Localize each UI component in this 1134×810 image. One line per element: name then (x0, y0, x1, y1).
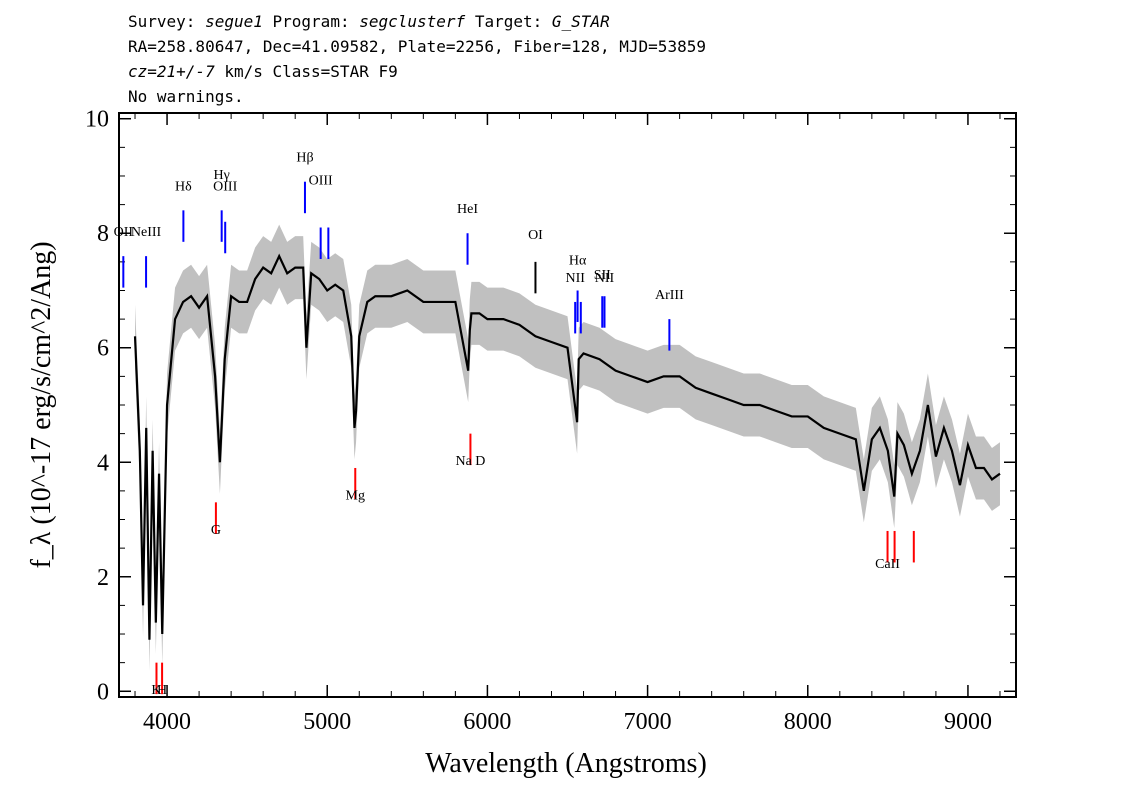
line-marker-label: OIII (309, 174, 333, 189)
target-label: Target: (474, 12, 543, 31)
x-tick-label: 5000 (303, 709, 351, 735)
y-tick-label: 2 (97, 565, 109, 591)
line-marker-label: ArIII (655, 288, 684, 303)
survey-value: segue1 (205, 12, 263, 31)
line-marker-label: Hδ (175, 179, 192, 194)
line-marker-label: G (211, 523, 221, 538)
line-marker-label: Hβ (296, 151, 313, 166)
y-axis-title: f_λ (10^-17 erg/s/cm^2/Ang) (26, 241, 57, 568)
line-marker-label: CaII (875, 557, 900, 572)
header-line-4: No warnings. (128, 87, 244, 106)
line-marker-label: H (157, 683, 167, 698)
plot-area (118, 112, 1017, 698)
y-tick-label: 8 (97, 221, 109, 247)
program-label: Program: (272, 12, 350, 31)
x-tick-label: 6000 (463, 709, 511, 735)
line-marker-label: HeI (457, 202, 478, 217)
line-marker-label: NII (565, 271, 585, 286)
class-value: km/s Class=STAR F9 (214, 62, 398, 81)
line-marker-label: SII (594, 268, 611, 283)
target-value: G_STAR (551, 12, 610, 31)
line-markers: OIINeIIIHδHγOIIIHβOIIIHeIOINIIHαSIINIIAr… (114, 151, 915, 698)
line-marker-label: Mg (346, 488, 365, 503)
program-value: segclusterf (359, 12, 466, 31)
y-tick-label: 4 (97, 450, 109, 476)
x-tick-label: 8000 (784, 709, 832, 735)
x-axis-title: Wavelength (Angstroms) (425, 748, 707, 779)
header-line-1: Survey: segue1 Program: segclusterf Targ… (128, 12, 610, 31)
x-tick-label: 7000 (624, 709, 672, 735)
axis-ticks: 4000 5000 6000 7000 8000 9000 0 2 4 6 8 10 (85, 107, 1016, 735)
survey-label: Survey: (128, 12, 196, 31)
y-tick-label: 0 (97, 679, 109, 705)
line-marker-label: NeIII (131, 225, 162, 240)
redshift-value: cz=21+/-7 (128, 62, 215, 81)
line-marker-label: OIII (213, 179, 237, 194)
x-tick-label: 4000 (143, 709, 191, 735)
line-marker-label: Hγ (214, 168, 230, 183)
y-tick-label: 10 (85, 107, 109, 133)
x-tick-label: 9000 (944, 709, 992, 735)
line-marker-label: OI (528, 228, 543, 243)
line-marker-label: Hα (569, 254, 587, 269)
header-line-3: cz=21+/-7 km/s Class=STAR F9 (128, 62, 398, 81)
header-line-2: RA=258.80647, Dec=41.09582, Plate=2256, … (128, 37, 706, 56)
line-marker-label: OII (114, 225, 134, 240)
line-marker-label: Na D (455, 454, 485, 469)
line-marker-label: K (151, 683, 161, 698)
y-tick-label: 6 (97, 336, 109, 362)
flux-line (133, 253, 1001, 640)
line-marker-label: NII (595, 271, 615, 286)
